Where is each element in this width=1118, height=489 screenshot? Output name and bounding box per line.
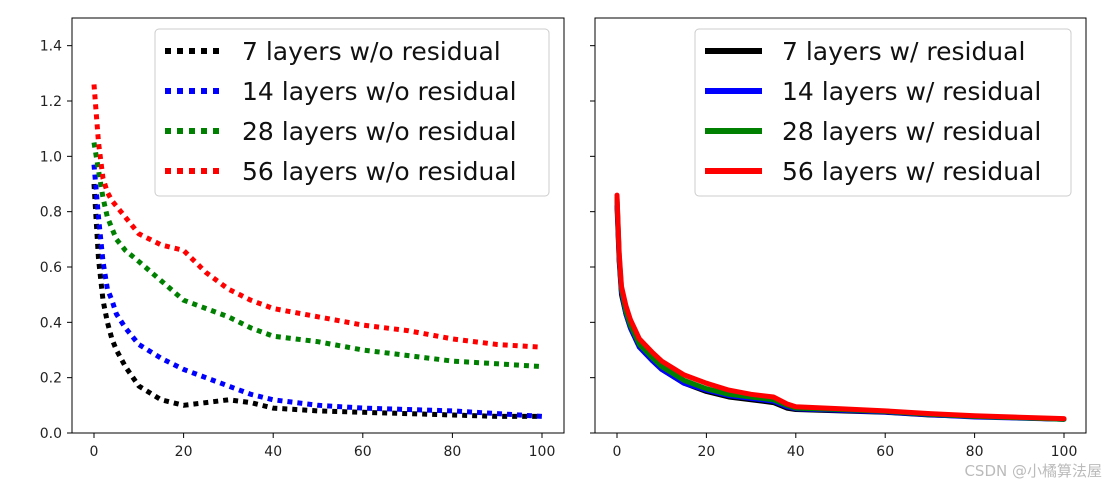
legend-label-2: 14 layers w/ residual [782, 77, 1041, 106]
y-tick-label: 1.4 [40, 39, 62, 55]
axes-frame [594, 17, 1087, 434]
legend-label-4: 56 layers w/ residual [782, 157, 1041, 186]
y-tick-label: 0.0 [40, 426, 62, 442]
y-tick-label: 1.0 [40, 149, 62, 165]
series-line-2 [91, 164, 543, 419]
y-tick-label: 0.8 [40, 205, 62, 221]
x-tick-label: 20 [175, 444, 193, 460]
legend: 7 layers w/o residual 14 layers w/o resid… [154, 28, 550, 197]
series-line-2 [614, 198, 1067, 422]
x-tick-label: 100 [529, 444, 556, 460]
x-tick-label: 0 [613, 444, 622, 460]
legend-label-1: 7 layers w/o residual [242, 37, 501, 66]
legend-label-2: 14 layers w/o residual [242, 77, 517, 106]
y-tick-label: 0.4 [40, 315, 62, 331]
x-tick-label: 80 [966, 444, 984, 460]
series-line-4 [91, 84, 543, 350]
x-tick-label: 60 [354, 444, 372, 460]
watermark: CSDN @小橘算法屋 [964, 462, 1102, 480]
series-line-1 [614, 203, 1067, 422]
x-tick-label: 40 [787, 444, 805, 460]
legend-label-4: 56 layers w/o residual [242, 157, 517, 186]
series-line-1 [91, 183, 542, 419]
legend-label-3: 28 layers w/ residual [782, 117, 1041, 146]
legend-frame [694, 28, 1072, 197]
legend-label-3: 28 layers w/o residual [242, 117, 517, 146]
left-panel-without-residual: 0 20 40 60 80 100 0.0 0.2 0.4 0.6 0.8 1.0 1.2 1.4 7 la… [40, 17, 565, 460]
x-tick-label: 20 [697, 444, 715, 460]
y-tick-label: 0.2 [40, 371, 62, 387]
y-tick-label: 1.2 [40, 94, 62, 110]
right-panel-with-residual: 0 20 40 60 80 100 7 layers w/ residual 14 layer… [590, 17, 1087, 460]
legend-label-1: 7 layers w/ residual [782, 37, 1025, 66]
x-tick-label: 40 [264, 444, 282, 460]
series-line-3 [91, 142, 543, 370]
x-tick-label: 0 [90, 444, 99, 460]
axes-frame [71, 17, 565, 434]
x-tick-label: 100 [1051, 444, 1078, 460]
legend: 7 layers w/ residual 14 layers w/ residua… [694, 28, 1072, 197]
x-tick-label: 80 [443, 444, 461, 460]
legend-frame [154, 28, 550, 197]
y-tick-label: 0.6 [40, 260, 62, 276]
series-line-3 [614, 195, 1067, 422]
x-tick-label: 60 [876, 444, 894, 460]
series-line-4 [614, 192, 1067, 422]
